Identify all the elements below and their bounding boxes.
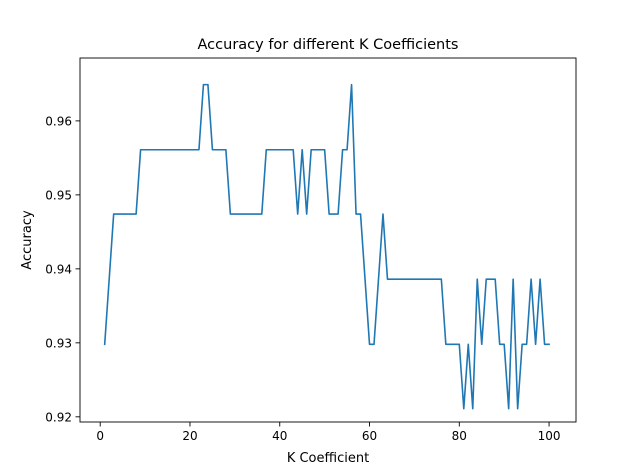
x-tick-label: 20 [182,429,197,443]
y-tick-label: 0.96 [45,114,72,128]
x-tick-label: 40 [272,429,287,443]
x-tick-label: 0 [96,429,104,443]
y-axis-label: Accuracy [20,210,35,270]
y-tick-label: 0.95 [45,188,72,202]
chart-title: Accuracy for different K Coefficients [198,37,459,53]
series-line-0 [103,83,550,410]
x-axis-label: K Coefficient [287,451,369,466]
x-tick-label: 60 [362,429,377,443]
x-tick-label: 80 [452,429,467,443]
y-tick-label: 0.93 [45,336,72,350]
y-tick-label: 0.92 [45,410,72,424]
x-tick-label: 100 [538,429,561,443]
y-tick-label: 0.94 [45,262,72,276]
axes-frame [79,57,577,423]
plot-area: 0 20 40 60 80 100 0.92 0.93 0.94 0.95 0.96 [45,57,577,443]
